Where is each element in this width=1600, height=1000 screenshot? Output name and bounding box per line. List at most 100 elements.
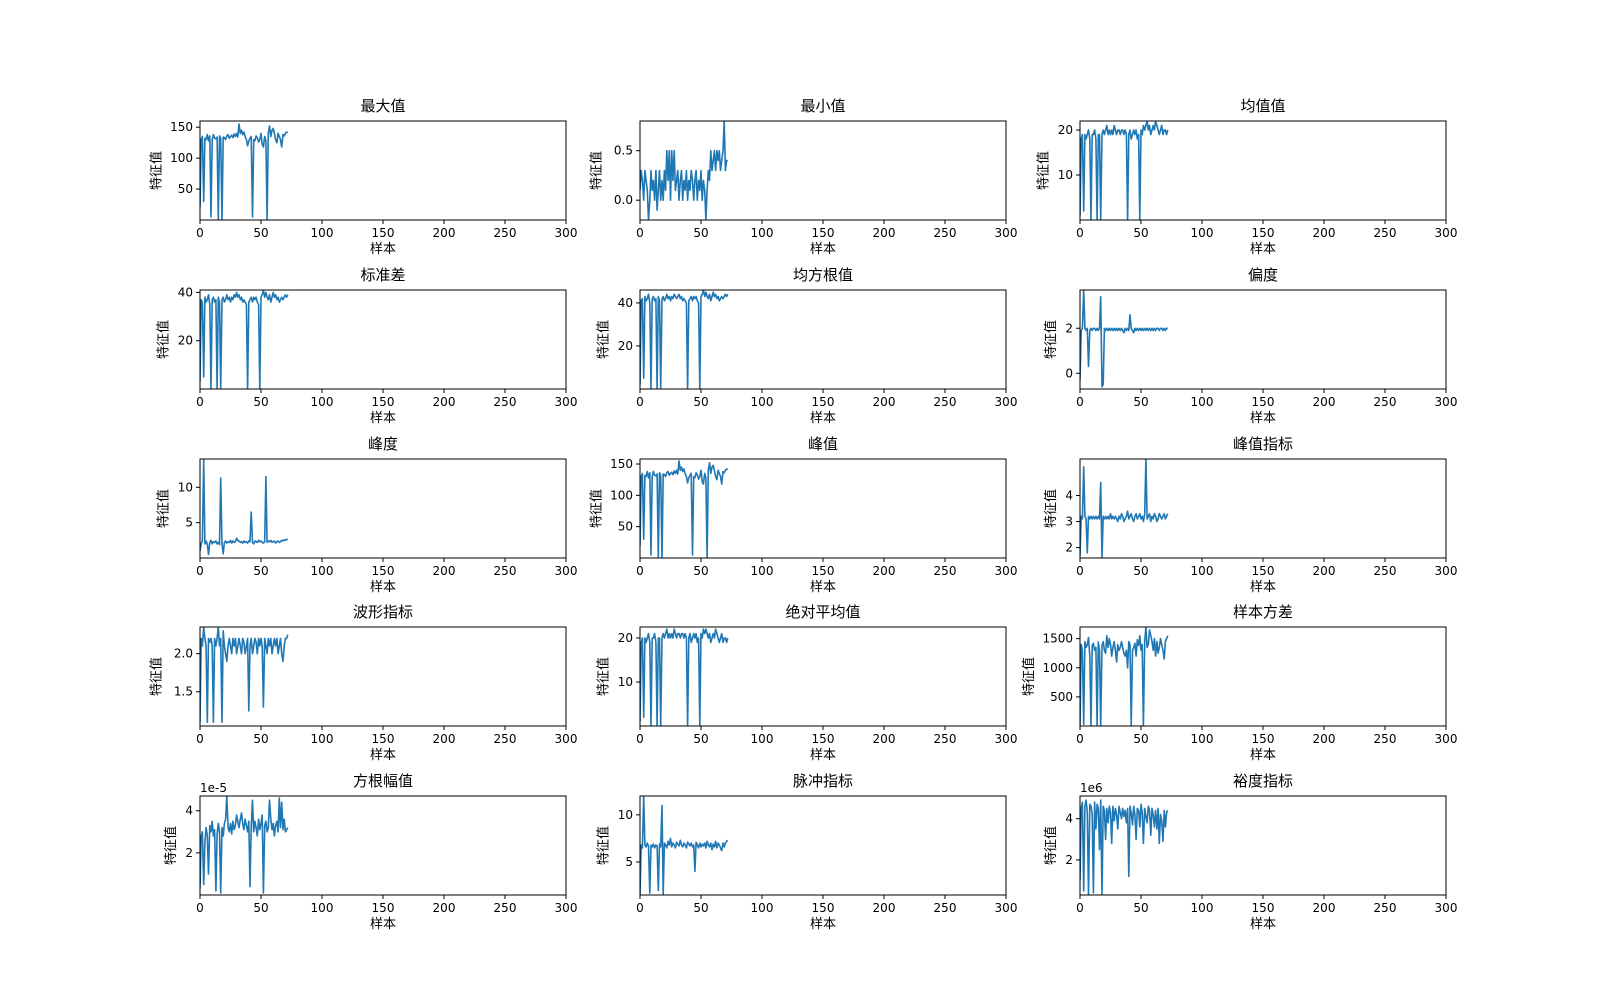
- x-tick-label: 100: [311, 901, 334, 915]
- x-tick-label: 0: [636, 395, 644, 409]
- series-line-1: [1080, 121, 1169, 220]
- y-tick-label: 100: [170, 151, 193, 165]
- x-tick-label: 0: [196, 395, 204, 409]
- x-tick-label: 150: [812, 395, 835, 409]
- x-axis-label: 样本: [370, 242, 396, 257]
- x-tick-label: 150: [372, 395, 395, 409]
- y-axis-label: 特征值: [596, 826, 612, 865]
- y-tick-label: 1.5: [174, 685, 193, 699]
- series-line-1: [640, 460, 729, 558]
- y-tick-label: 2: [185, 846, 193, 860]
- y-tick-label: 20: [178, 334, 193, 348]
- x-tick-label: 0: [1076, 226, 1084, 240]
- subplot-title: 峰值: [808, 435, 838, 453]
- x-axis-label: 样本: [810, 748, 836, 763]
- subplot-title: 最大值: [360, 97, 405, 115]
- x-tick-label: 0: [636, 732, 644, 746]
- series-line-1: [640, 628, 729, 726]
- x-tick-label: 100: [311, 395, 334, 409]
- x-tick-label: 200: [873, 226, 896, 240]
- x-tick-label: 250: [494, 901, 517, 915]
- x-tick-label: 100: [751, 395, 774, 409]
- x-tick-label: 250: [494, 226, 517, 240]
- x-tick-label: 50: [253, 901, 268, 915]
- series-line-1: [1080, 290, 1168, 388]
- x-axis-label: 样本: [370, 748, 396, 763]
- y-axis-label: 特征值: [163, 826, 179, 865]
- x-tick-label: 150: [372, 564, 395, 578]
- y-tick-label: 2: [1065, 853, 1073, 867]
- x-tick-label: 50: [253, 564, 268, 578]
- x-tick-label: 300: [995, 395, 1018, 409]
- subplot-title: 均方根值: [793, 266, 853, 284]
- x-axis-label: 样本: [1250, 242, 1276, 257]
- x-tick-label: 300: [555, 732, 578, 746]
- y-axis-label: 特征值: [1043, 489, 1059, 528]
- series-line-1: [1080, 799, 1169, 895]
- x-tick-label: 100: [311, 226, 334, 240]
- x-tick-label: 100: [1191, 901, 1214, 915]
- series-line-1: [1080, 627, 1169, 726]
- x-axis-label: 样本: [1250, 917, 1276, 932]
- x-tick-label: 300: [995, 901, 1018, 915]
- x-tick-label: 50: [693, 226, 708, 240]
- x-tick-label: 150: [812, 901, 835, 915]
- x-tick-label: 200: [433, 732, 456, 746]
- y-axis-label: 特征值: [1021, 657, 1037, 696]
- x-tick-label: 200: [433, 901, 456, 915]
- x-tick-label: 300: [995, 226, 1018, 240]
- x-tick-label: 150: [1252, 732, 1275, 746]
- x-tick-label: 0: [1076, 732, 1084, 746]
- y-tick-label: 2: [1065, 321, 1073, 335]
- x-tick-label: 300: [1435, 564, 1458, 578]
- y-axis-label: 特征值: [596, 320, 612, 359]
- x-tick-label: 150: [1252, 901, 1275, 915]
- x-tick-label: 50: [693, 395, 708, 409]
- y-tick-label: 1000: [1042, 661, 1073, 675]
- x-tick-label: 100: [311, 732, 334, 746]
- x-tick-label: 100: [1191, 564, 1214, 578]
- x-tick-label: 200: [1313, 732, 1336, 746]
- x-tick-label: 50: [253, 395, 268, 409]
- x-tick-label: 150: [372, 732, 395, 746]
- subplot-title: 绝对平均值: [785, 603, 860, 621]
- series-line-1: [200, 123, 289, 220]
- x-tick-label: 150: [372, 901, 395, 915]
- y-tick-label: 10: [1058, 168, 1073, 182]
- x-tick-label: 0: [196, 732, 204, 746]
- y-tick-label: 2.0: [174, 647, 193, 661]
- y-tick-label: 150: [170, 120, 193, 134]
- x-tick-label: 250: [494, 564, 517, 578]
- x-tick-label: 300: [555, 901, 578, 915]
- x-tick-label: 200: [873, 901, 896, 915]
- x-tick-label: 50: [693, 564, 708, 578]
- y-tick-label: 20: [618, 339, 633, 353]
- x-tick-label: 250: [1374, 226, 1397, 240]
- x-tick-label: 250: [1374, 564, 1397, 578]
- x-tick-label: 150: [812, 732, 835, 746]
- x-tick-label: 100: [751, 732, 774, 746]
- x-tick-label: 0: [636, 901, 644, 915]
- axes-frame: [1079, 626, 1447, 727]
- x-tick-label: 0: [196, 564, 204, 578]
- x-tick-label: 50: [693, 901, 708, 915]
- axes-frame: [1079, 289, 1447, 390]
- x-tick-label: 50: [1133, 901, 1148, 915]
- series-line-1: [640, 121, 728, 220]
- x-tick-label: 100: [751, 901, 774, 915]
- series-line-1: [640, 796, 729, 895]
- x-axis-label: 样本: [810, 580, 836, 595]
- y-tick-label: 10: [618, 808, 633, 822]
- y-tick-label: 10: [178, 480, 193, 494]
- y-tick-label: 0.5: [614, 144, 633, 158]
- x-tick-label: 200: [1313, 226, 1336, 240]
- x-axis-label: 样本: [1250, 411, 1276, 426]
